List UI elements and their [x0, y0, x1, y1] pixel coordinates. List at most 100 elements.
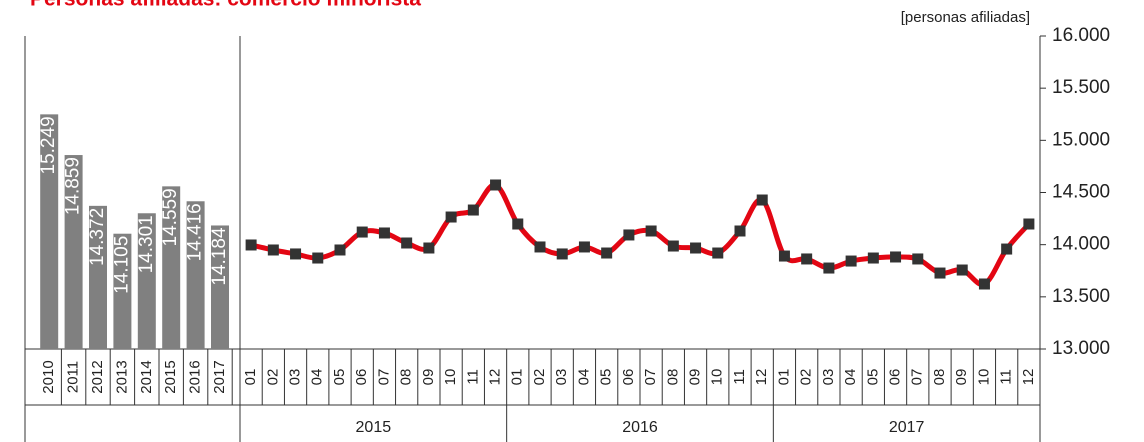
bar — [186, 201, 205, 349]
marker — [556, 248, 568, 260]
marker — [890, 251, 902, 263]
marker — [356, 226, 368, 238]
group-label: 2017 — [889, 419, 925, 436]
x-tick-label: 01 — [242, 369, 259, 386]
x-tick-label: 07 — [642, 369, 659, 386]
marker — [534, 241, 546, 253]
chart-title: Personas afiliadas: comercio minorista — [30, 0, 421, 11]
x-tick-label: 12 — [487, 369, 504, 386]
group-label: 2015 — [356, 419, 392, 436]
data-label: 14.416 — [185, 203, 206, 261]
marker — [956, 264, 968, 276]
x-tick-label: 03 — [287, 369, 304, 386]
marker — [645, 225, 657, 237]
x-tick-label: 02 — [798, 369, 815, 386]
x-tick-label: 04 — [842, 369, 859, 386]
marker — [934, 267, 946, 279]
marker — [312, 252, 324, 264]
x-tick-label: 2013 — [113, 360, 130, 393]
marker — [734, 225, 746, 237]
x-tick-label: 2016 — [187, 360, 204, 393]
y-tick-label: 15.000 — [1052, 129, 1110, 150]
marker — [823, 262, 835, 274]
x-tick-label: 2015 — [162, 360, 179, 393]
bar — [162, 186, 181, 349]
x-tick-label: 08 — [931, 369, 948, 386]
marker — [578, 241, 590, 253]
x-tick-label: 11 — [998, 369, 1015, 385]
data-label: 15.249 — [38, 116, 59, 174]
bar — [89, 205, 107, 349]
y-tick-label: 15.500 — [1052, 77, 1110, 98]
bar — [40, 114, 59, 349]
x-tick-label: 06 — [620, 369, 637, 386]
x-tick-label: 04 — [309, 369, 326, 386]
y-tick-label: 13.000 — [1052, 338, 1110, 359]
y-tick-label: 16.000 — [1052, 25, 1110, 46]
marker — [401, 237, 413, 249]
marker — [756, 194, 768, 206]
y-tick-label: 14.000 — [1052, 234, 1110, 255]
marker — [623, 229, 635, 241]
bar — [113, 233, 132, 349]
x-tick-label: 09 — [953, 369, 970, 386]
marker — [978, 278, 990, 290]
x-tick-label: 2014 — [138, 360, 155, 393]
marker — [712, 247, 724, 259]
marker — [334, 244, 346, 256]
x-tick-label: 03 — [820, 369, 837, 386]
group-label: 2016 — [622, 419, 658, 436]
marker — [445, 211, 457, 223]
x-tick-label: 10 — [709, 369, 726, 386]
x-tick-label: 05 — [331, 369, 348, 386]
x-tick-label: 01 — [775, 369, 792, 386]
x-tick-label: 10 — [975, 369, 992, 386]
data-label: 14.301 — [136, 215, 157, 273]
x-tick-label: 12 — [753, 369, 770, 386]
x-tick-label: 09 — [420, 369, 437, 386]
x-tick-label: 05 — [598, 369, 615, 386]
axis-unit: [personas afiliadas] — [901, 9, 1030, 26]
data-label: 14.184 — [209, 227, 230, 286]
marker — [467, 204, 479, 216]
data-label: 14.372 — [87, 208, 108, 266]
x-tick-label: 11 — [464, 369, 481, 385]
x-tick-label: 07 — [375, 369, 392, 386]
marker — [801, 253, 813, 265]
y-tick-label: 13.500 — [1052, 286, 1110, 307]
line — [250, 182, 1031, 287]
x-tick-label: 03 — [553, 369, 570, 386]
marker — [1001, 243, 1013, 255]
marker — [512, 218, 524, 230]
marker — [490, 179, 502, 191]
marker — [667, 240, 679, 252]
marker — [267, 244, 279, 256]
x-tick-label: 06 — [353, 369, 370, 386]
x-tick-label: 08 — [398, 369, 415, 386]
x-tick-label: 02 — [531, 369, 548, 386]
x-tick-label: 11 — [731, 369, 748, 385]
bar — [64, 155, 83, 349]
x-tick-label: 09 — [687, 369, 704, 386]
marker — [778, 250, 790, 262]
data-label: 14.559 — [160, 188, 181, 246]
x-tick-label: 02 — [264, 369, 281, 386]
x-tick-label: 2011 — [65, 361, 82, 393]
bar — [137, 213, 156, 349]
marker — [867, 252, 879, 264]
marker — [690, 242, 702, 254]
y-tick-label: 14.500 — [1052, 182, 1110, 203]
x-tick-label: 01 — [509, 369, 526, 386]
data-label: 14.859 — [63, 157, 84, 215]
marker — [378, 227, 390, 239]
marker — [423, 242, 435, 254]
marker — [912, 253, 924, 265]
x-tick-label: 04 — [575, 369, 592, 386]
data-label: 14.105 — [111, 236, 132, 294]
x-tick-label: 10 — [442, 369, 459, 386]
x-tick-label: 12 — [1020, 369, 1037, 386]
x-tick-label: 06 — [887, 369, 904, 386]
bar — [211, 225, 229, 349]
marker — [245, 239, 257, 251]
x-tick-label: 2017 — [211, 360, 228, 393]
